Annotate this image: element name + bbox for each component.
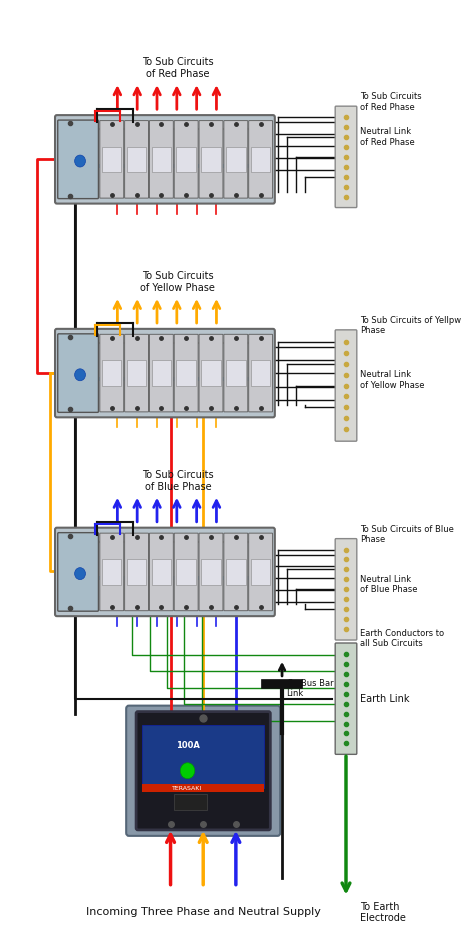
- FancyBboxPatch shape: [335, 330, 357, 441]
- FancyBboxPatch shape: [126, 705, 280, 836]
- FancyBboxPatch shape: [174, 120, 198, 198]
- FancyBboxPatch shape: [149, 120, 173, 198]
- Text: To Sub Circuits of Blue
Phase: To Sub Circuits of Blue Phase: [360, 524, 454, 544]
- Bar: [102, 559, 121, 585]
- Bar: [59, 377, 271, 381]
- Bar: [127, 147, 146, 172]
- Bar: [251, 147, 270, 172]
- Text: Earth Link: Earth Link: [360, 694, 410, 703]
- FancyBboxPatch shape: [125, 533, 148, 611]
- Bar: [251, 360, 270, 386]
- Circle shape: [74, 568, 85, 579]
- Text: Neutral Link
of Red Phase: Neutral Link of Red Phase: [360, 127, 415, 147]
- Bar: [127, 559, 146, 585]
- FancyBboxPatch shape: [55, 115, 275, 204]
- Bar: [142, 784, 264, 793]
- Circle shape: [74, 155, 85, 167]
- FancyBboxPatch shape: [125, 335, 148, 411]
- FancyBboxPatch shape: [55, 528, 275, 616]
- FancyBboxPatch shape: [125, 120, 148, 198]
- Bar: [201, 559, 221, 585]
- FancyBboxPatch shape: [149, 533, 173, 611]
- Bar: [59, 576, 271, 580]
- Bar: [251, 559, 270, 585]
- FancyBboxPatch shape: [249, 533, 273, 611]
- Text: Earth Conductors to
all Sub Circuits: Earth Conductors to all Sub Circuits: [360, 629, 445, 648]
- FancyBboxPatch shape: [149, 335, 173, 411]
- FancyBboxPatch shape: [199, 533, 223, 611]
- FancyBboxPatch shape: [58, 120, 99, 199]
- Bar: [152, 559, 171, 585]
- FancyBboxPatch shape: [249, 335, 273, 411]
- Text: Incoming Three Phase and Neutral Supply: Incoming Three Phase and Neutral Supply: [86, 907, 320, 918]
- Bar: [142, 725, 264, 788]
- FancyBboxPatch shape: [224, 120, 248, 198]
- Bar: [201, 360, 221, 386]
- Text: To Sub Circuits
of Red Phase: To Sub Circuits of Red Phase: [360, 92, 422, 112]
- Text: Neutral Link
of Yellow Phase: Neutral Link of Yellow Phase: [360, 371, 425, 390]
- Text: Neutral Link
of Blue Phase: Neutral Link of Blue Phase: [360, 574, 418, 594]
- Text: To Sub Circuits
of Red Phase: To Sub Circuits of Red Phase: [142, 58, 214, 79]
- Bar: [226, 559, 246, 585]
- Bar: [176, 559, 196, 585]
- FancyBboxPatch shape: [58, 334, 99, 412]
- FancyBboxPatch shape: [249, 120, 273, 198]
- Text: To Sub Circuits of Yellpw
Phase: To Sub Circuits of Yellpw Phase: [360, 316, 462, 336]
- Text: To Sub Circuits
of Yellow Phase: To Sub Circuits of Yellow Phase: [140, 271, 215, 293]
- Text: TERASAKI: TERASAKI: [173, 786, 203, 791]
- FancyBboxPatch shape: [100, 533, 124, 611]
- FancyBboxPatch shape: [100, 120, 124, 198]
- FancyBboxPatch shape: [224, 533, 248, 611]
- FancyBboxPatch shape: [335, 643, 357, 755]
- FancyBboxPatch shape: [174, 335, 198, 411]
- FancyBboxPatch shape: [58, 533, 99, 611]
- Text: To Sub Circuits
of Blue Phase: To Sub Circuits of Blue Phase: [142, 470, 214, 492]
- Text: 100A: 100A: [175, 741, 200, 750]
- FancyBboxPatch shape: [335, 106, 357, 208]
- Bar: [152, 147, 171, 172]
- Bar: [226, 147, 246, 172]
- Bar: [176, 360, 196, 386]
- FancyBboxPatch shape: [174, 533, 198, 611]
- Bar: [102, 360, 121, 386]
- Text: Cu Bus Bar
Link: Cu Bus Bar Link: [287, 679, 333, 698]
- FancyBboxPatch shape: [224, 335, 248, 411]
- Bar: [176, 147, 196, 172]
- FancyBboxPatch shape: [136, 712, 270, 830]
- Bar: [174, 793, 207, 810]
- FancyBboxPatch shape: [55, 329, 275, 417]
- FancyBboxPatch shape: [100, 335, 124, 411]
- Text: To Earth
Electrode: To Earth Electrode: [360, 902, 406, 923]
- Bar: [226, 360, 246, 386]
- FancyBboxPatch shape: [199, 120, 223, 198]
- Circle shape: [74, 369, 85, 381]
- Circle shape: [180, 763, 195, 778]
- FancyBboxPatch shape: [199, 335, 223, 411]
- FancyBboxPatch shape: [335, 538, 357, 640]
- Bar: [59, 164, 271, 168]
- Bar: [102, 147, 121, 172]
- Bar: [152, 360, 171, 386]
- Bar: [127, 360, 146, 386]
- Bar: [201, 147, 221, 172]
